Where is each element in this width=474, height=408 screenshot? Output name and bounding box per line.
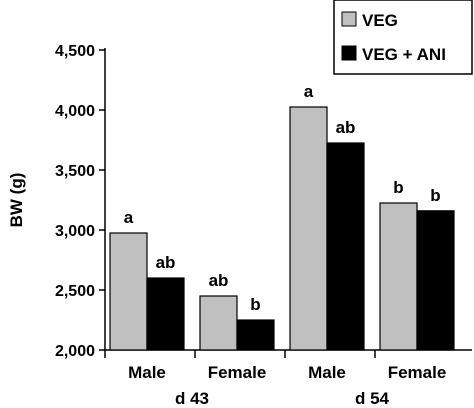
bar-veg-ani [146,277,185,351]
bar-veg [289,106,328,351]
bar-veg-ani [236,319,275,351]
x-category-label: Female [388,363,447,382]
bar-veg [379,202,418,351]
legend-box [333,0,473,75]
bar-veg-ani [416,210,455,351]
y-tick-label: 2,500 [55,283,95,300]
x-group-label: d 43 [175,389,209,408]
bar-veg [199,295,238,351]
significance-label: b [250,295,260,314]
y-tick-label: 3,500 [55,163,95,180]
y-tick-label: 3,000 [55,223,95,240]
axes: 2,000 2,500 3,000 3,500 4,000 4,500 BW (g) Male… [7,43,472,408]
legend: VEG VEG + ANI [333,0,473,75]
x-category-label: Male [308,363,346,382]
legend-swatch [341,11,357,27]
significance-label: b [430,186,440,205]
significance-label: b [393,178,403,197]
significance-label: ab [336,118,356,137]
x-category-label: Female [208,363,267,382]
bar-veg-ani [326,142,365,351]
x-group-label: d 54 [355,389,390,408]
x-category-label: Male [128,363,166,382]
y-tick-label: 2,000 [55,343,95,360]
significance-label: ab [209,271,229,290]
bar-veg [109,232,148,351]
significance-label: a [304,82,314,101]
y-tick-label: 4,500 [55,43,95,60]
y-axis-title: BW (g) [7,173,26,228]
significance-label: ab [156,253,176,272]
significance-label: a [124,208,134,227]
legend-label: VEG + ANI [362,45,446,64]
legend-swatch [341,45,357,61]
legend-label: VEG [362,11,398,30]
y-tick-label: 4,000 [55,103,95,120]
